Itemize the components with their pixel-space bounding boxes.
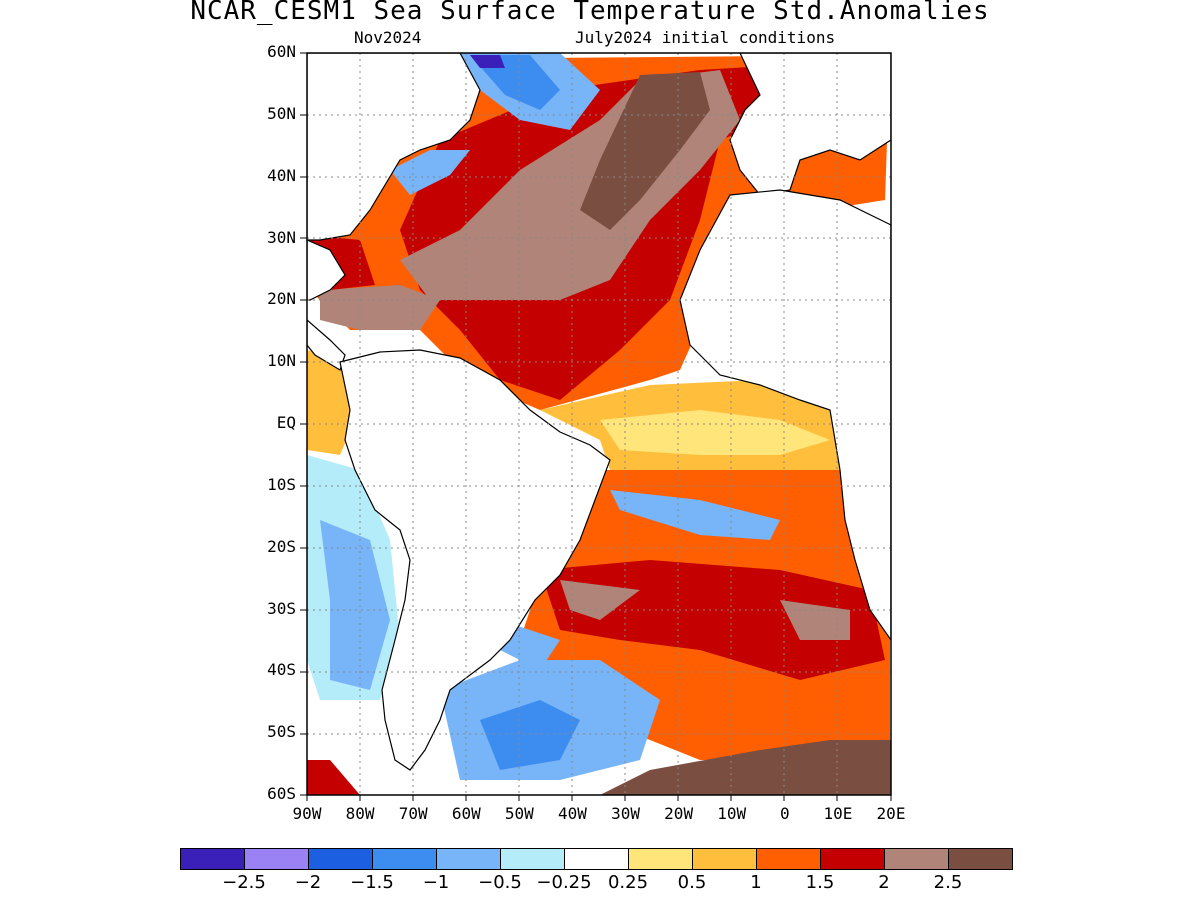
nw-atlantic-peak-cool — [470, 55, 505, 68]
africa-land — [679, 189, 891, 642]
south-atlantic-cool-band — [610, 490, 780, 540]
colorbar-swatch — [309, 849, 373, 869]
colorbar-swatch — [373, 849, 437, 869]
lon-label: 30W — [611, 804, 640, 823]
colorbar-label: −0.5 — [478, 872, 522, 893]
lon-label: 80W — [345, 804, 375, 823]
lon-label: 50W — [504, 804, 534, 823]
colorbar-label: 2 — [878, 872, 890, 893]
colorbar-swatch — [949, 849, 1012, 869]
colorbar-swatch — [501, 849, 565, 869]
colorbar-label: −1.5 — [350, 872, 394, 893]
lat-label: 30N — [267, 227, 296, 247]
lon-label: 70W — [398, 804, 428, 823]
colorbar-swatch — [245, 849, 309, 869]
southern-ocean-warm — [600, 740, 891, 795]
nw-atlantic-strong-cool — [470, 55, 560, 110]
lat-label: 20N — [267, 289, 296, 309]
colorbar-label: −2 — [294, 872, 322, 893]
colorbar-label: −2.5 — [222, 872, 266, 893]
labrador-cool — [390, 150, 470, 195]
lat-label: 60S — [267, 784, 296, 803]
colorbar-swatch — [181, 849, 245, 869]
lat-label: 40S — [267, 660, 296, 680]
lat-label: 30S — [267, 598, 296, 618]
south-america-land — [339, 349, 611, 771]
lon-label: 10E — [823, 804, 853, 823]
colorbar-swatch — [565, 849, 629, 869]
east-pacific-cooler — [320, 520, 390, 690]
lat-label: 10N — [267, 351, 296, 371]
colorbar-label: 1.5 — [805, 872, 835, 893]
initial-conditions-label: July2024 initial conditions — [575, 28, 836, 47]
colorbar-label: 0.5 — [677, 872, 707, 893]
lat-label: 60N — [267, 42, 296, 61]
colorbar — [180, 848, 1013, 870]
colorbar-swatch — [821, 849, 885, 869]
tick-marks — [300, 52, 892, 801]
colorbar-label: 1 — [750, 872, 762, 893]
lon-label: 20E — [876, 804, 906, 823]
lat-label: 10S — [267, 474, 296, 494]
southeast-pacific-warm — [307, 760, 360, 795]
lon-label: 60W — [451, 804, 481, 823]
colorbar-label: 2.5 — [933, 872, 963, 893]
caribbean-warm — [320, 285, 440, 330]
southern-ocean-strong-cool — [480, 700, 580, 770]
colorbar-swatch — [885, 849, 949, 869]
equatorial-mild — [600, 410, 830, 455]
map-title: NCAR_CESM1 Sea Surface Temperature Std.A… — [190, 0, 990, 26]
north-america-land — [307, 53, 481, 241]
lon-label: 20W — [664, 804, 694, 823]
colorbar-label: −1 — [422, 872, 450, 893]
anomaly-field — [307, 53, 891, 795]
lon-label: 0 — [779, 804, 790, 823]
central-america-land — [307, 239, 346, 371]
south-atlantic-extreme-warm — [560, 580, 850, 640]
land-masses — [307, 53, 891, 771]
colorbar-swatch — [629, 849, 693, 869]
colorbar-swatch — [693, 849, 757, 869]
forecast-month-label: Nov2024 — [354, 28, 422, 47]
lat-label: EQ — [276, 413, 296, 432]
lat-label: 20S — [267, 536, 296, 556]
lon-label: 10W — [717, 804, 747, 823]
colorbar-label: 0.25 — [607, 872, 649, 893]
north-atlantic-peak-warm — [580, 72, 710, 230]
lon-label: 90W — [292, 804, 322, 823]
colorbar-swatch — [757, 849, 821, 869]
lat-label: 50S — [267, 722, 296, 742]
colorbar-swatch — [437, 849, 501, 869]
lat-label: 50N — [267, 103, 296, 123]
lat-label: 40N — [267, 165, 296, 185]
colorbar-label: −0.25 — [536, 872, 592, 893]
lon-label: 40W — [558, 804, 587, 823]
europe-land — [729, 53, 891, 196]
